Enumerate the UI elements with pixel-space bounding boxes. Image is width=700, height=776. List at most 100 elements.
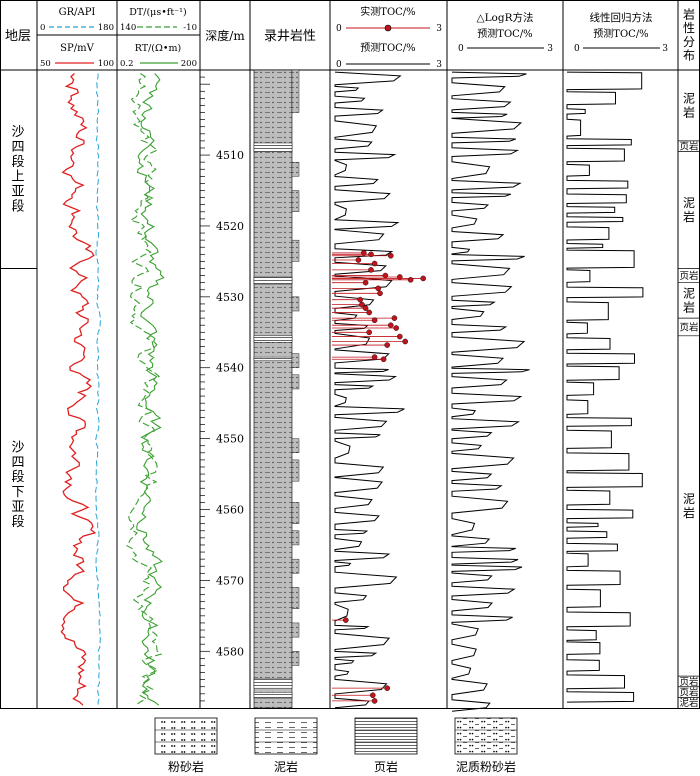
shale-band bbox=[253, 356, 293, 361]
logr-max: 3 bbox=[547, 44, 553, 54]
measured-toc-point bbox=[396, 274, 403, 280]
shale-band bbox=[253, 276, 293, 285]
measured-toc-point bbox=[380, 356, 387, 363]
lith-dist-header: 岩性分布 bbox=[683, 6, 695, 62]
depth-header: 深度/m bbox=[205, 28, 245, 43]
legend-swatch-muddysilt bbox=[454, 717, 518, 755]
lith-dist-label: 页岩 bbox=[679, 321, 698, 333]
frame bbox=[0, 0, 700, 709]
logr-predicted-toc-curve bbox=[451, 71, 530, 712]
sp-max: 100 bbox=[98, 59, 114, 69]
measured-toc-point bbox=[371, 317, 378, 324]
siltstone-notch bbox=[291, 296, 300, 312]
lithology-log-track bbox=[253, 69, 300, 709]
sp-min: 50 bbox=[40, 59, 51, 69]
depth-track: 4510 4520 4530 4540 4550 4560 4570 4580 bbox=[200, 76, 244, 702]
siltstone-notch bbox=[291, 161, 300, 177]
legend-label-muddysilt: 泥质粉砂岩 bbox=[456, 759, 516, 774]
siltstone-notch bbox=[291, 558, 300, 574]
lithology-log-header: 录井岩性 bbox=[264, 29, 316, 44]
shale-band bbox=[253, 692, 293, 699]
measured-toc-point bbox=[377, 290, 383, 297]
rt-label: RT/(Ω•m) bbox=[135, 43, 181, 54]
siltstone-notch bbox=[291, 190, 300, 212]
measured-toc-point bbox=[402, 338, 409, 345]
linear-subtitle: 预测TOC/% bbox=[593, 27, 648, 40]
lith-dist-label: 页岩 bbox=[679, 270, 698, 282]
depth-tick-label: 4580 bbox=[216, 645, 244, 658]
dt-max: -10 bbox=[183, 23, 197, 33]
measured-toc-point bbox=[387, 252, 394, 259]
toc-max-1: 3 bbox=[436, 24, 442, 34]
lith-dist-label: 泥岩 bbox=[683, 492, 695, 520]
siltstone-notch bbox=[291, 353, 300, 368]
gr-label: GR/API bbox=[59, 7, 96, 18]
measured-toc-point bbox=[384, 342, 391, 348]
gr-curve bbox=[94, 73, 101, 706]
log-curves bbox=[60, 71, 644, 712]
siltstone-notch bbox=[291, 374, 300, 390]
measured-toc-point bbox=[366, 309, 373, 316]
measured-toc-point bbox=[357, 296, 364, 303]
siltstone-notch bbox=[291, 502, 300, 524]
toc-track bbox=[332, 250, 427, 704]
lith-dist-label: 页岩 bbox=[679, 687, 698, 699]
measured-toc-point bbox=[371, 698, 378, 704]
predicted-toc-curve bbox=[334, 71, 405, 709]
measured-toc-point bbox=[396, 333, 403, 340]
predicted-toc-label: 预测TOC/% bbox=[360, 41, 415, 54]
legend-swatch-mud bbox=[254, 717, 318, 755]
measured-toc-point bbox=[362, 305, 369, 311]
legend-label-shale: 页岩 bbox=[374, 759, 398, 774]
measured-toc-point bbox=[360, 250, 367, 256]
legend-swatch-silt bbox=[154, 717, 218, 755]
measured-toc-point bbox=[366, 329, 373, 336]
shale-band bbox=[253, 678, 293, 689]
measured-toc-point bbox=[371, 354, 378, 360]
siltstone-notch bbox=[291, 651, 300, 666]
toc-min-1: 0 bbox=[336, 24, 342, 34]
depth-tick-label: 4550 bbox=[216, 433, 244, 446]
sp-curve bbox=[60, 73, 97, 706]
measured-toc-point bbox=[375, 285, 382, 292]
dt-min: 140 bbox=[120, 23, 136, 33]
legend-label-silt: 粉砂岩 bbox=[168, 759, 204, 774]
shale-band bbox=[253, 335, 293, 343]
siltstone-notch bbox=[291, 622, 300, 638]
formation-zone-label: 沙四段上亚段 bbox=[11, 124, 24, 214]
siltstone-notch bbox=[291, 530, 300, 546]
toc-max-2: 3 bbox=[436, 60, 442, 70]
measured-toc-point bbox=[407, 277, 414, 283]
measured-toc-point bbox=[368, 267, 374, 273]
depth-tick-label: 4560 bbox=[216, 504, 244, 517]
lith-dist-label: 泥岩 bbox=[683, 196, 695, 224]
lith-dist-label: 泥岩 bbox=[683, 92, 695, 120]
legend: 粉砂岩 泥岩 页岩 泥质粉砂岩 bbox=[154, 717, 518, 774]
siltstone-notch bbox=[291, 459, 300, 482]
siltstone-notch bbox=[291, 239, 300, 262]
lith-dist-label: 泥岩 bbox=[683, 286, 695, 314]
depth-tick-label: 4540 bbox=[216, 362, 244, 375]
siltstone-notch bbox=[291, 69, 300, 113]
measured-toc-point bbox=[387, 322, 394, 329]
dt-curve bbox=[126, 73, 163, 706]
logr-title: △LogR方法 bbox=[477, 11, 534, 24]
depth-tick-label: 4530 bbox=[216, 291, 244, 304]
measured-toc-point bbox=[342, 617, 349, 623]
siltstone-notch bbox=[291, 438, 300, 454]
legend-swatch-shale bbox=[354, 717, 418, 755]
headers: 地层 GR/API 0 180 SP/mV 50 100 DT/(μs•ft⁻¹… bbox=[5, 5, 695, 70]
legend-label-mud: 泥岩 bbox=[274, 759, 298, 774]
shale-band bbox=[253, 142, 293, 152]
formation-header: 地层 bbox=[5, 29, 31, 44]
linear-max: 3 bbox=[662, 44, 668, 54]
measured-toc-point bbox=[382, 272, 389, 279]
measured-toc-legend-marker bbox=[384, 24, 392, 32]
measured-toc-point bbox=[393, 325, 400, 331]
logr-subtitle: 预测TOC/% bbox=[477, 27, 532, 40]
measured-toc-point bbox=[362, 279, 369, 286]
formation-zone-label: 沙四段下亚段 bbox=[11, 440, 24, 530]
lith-dist-label: 页岩 bbox=[679, 141, 698, 153]
